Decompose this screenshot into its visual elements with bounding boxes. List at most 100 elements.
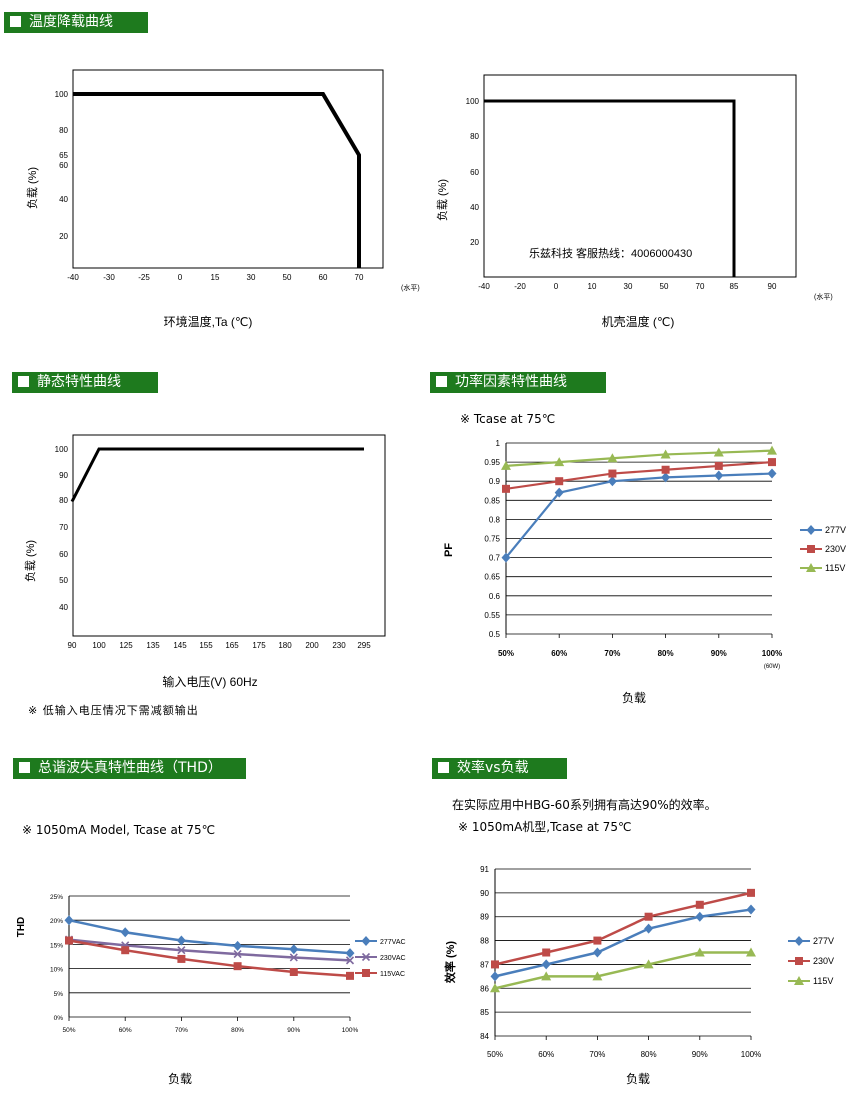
thd-data-point: [346, 971, 354, 980]
ambient-derating-y-tick-label: 80: [59, 126, 68, 135]
static-series-line: [70, 447, 364, 503]
power-factor-y-tick-label: 0.95: [484, 458, 500, 467]
thd-data-point: [289, 967, 298, 976]
static-y-tick-label: 40: [59, 603, 68, 612]
static-x-tick-label: 165: [225, 641, 239, 650]
efficiency-y-tick-label: 85: [480, 1008, 489, 1017]
efficiency-data-point: [541, 959, 551, 970]
efficiency-series-line-115V: [494, 951, 751, 990]
ambient-derating-series-line: [73, 92, 361, 268]
static-y-tick-label: 100: [55, 445, 69, 454]
power-factor-data-point: [713, 447, 724, 457]
thd-series-line-277VAC: [68, 918, 351, 955]
pf-condition-note: ※ Tcase at 75℃: [460, 412, 556, 426]
case-derating-y-tick-label: 60: [470, 168, 479, 177]
power-factor-data-point: [501, 552, 511, 563]
thd-legend-label: 115VAC: [380, 971, 405, 978]
efficiency-data-point: [695, 900, 704, 909]
efficiency-y-axis-label: 效率 (%): [443, 941, 457, 983]
efficiency-series-line-230V: [494, 891, 752, 966]
efficiency-data-point: [592, 971, 603, 981]
power-factor-data-point: [714, 470, 724, 481]
static-x-tick-label: 200: [305, 641, 319, 650]
case-derating-y-axis-label: 负载 (%): [435, 179, 449, 221]
power-factor-legend-marker: [807, 545, 815, 553]
efficiency-y-tick-label: 87: [480, 960, 489, 969]
thd-data-point: [177, 946, 186, 955]
power-factor-data-point: [607, 476, 617, 487]
ambient-derating-x-tick-label: 50: [283, 273, 292, 282]
efficiency-data-point: [490, 971, 500, 982]
case-derating-chart: 100 80 60 40 20 -40 -20 0 10 30 50 70 85 90 (水平) 机壳温度 (…: [435, 74, 833, 329]
case-derating-x-tick-label: 70: [696, 282, 705, 291]
efficiency-data-point: [746, 947, 756, 957]
thd-condition-note: ※ 1050mA Model, Tcase at 75℃: [22, 823, 216, 837]
efficiency-y-tick-label: 88: [480, 937, 489, 946]
power-factor-data-point: [555, 477, 564, 486]
efficiency-legend-label: 230V: [813, 956, 834, 966]
section-header-static: 静态特性曲线: [12, 372, 158, 393]
efficiency-x-tick-label: 60%: [538, 1050, 554, 1059]
static-x-tick-label: 230: [332, 641, 346, 650]
thd-data-point: [64, 915, 74, 926]
power-factor-y-tick-label: 0.6: [489, 592, 501, 601]
power-factor-data-point: [767, 468, 777, 479]
power-factor-y-tick-label: 1: [496, 439, 501, 448]
power-factor-chart: 1 0.95 0.9 0.85 0.8 0.75 0.7 0.65 0.6 0.55 0.5 50% 6…: [443, 439, 846, 705]
thd-data-point: [233, 940, 243, 951]
power-factor-legend-marker: [806, 525, 816, 535]
thd-x-tick-label: 80%: [231, 1027, 244, 1034]
efficiency-legend-marker: [795, 957, 803, 965]
ambient-derating-x-axis-label: 环境温度,Ta (℃): [164, 314, 253, 329]
power-factor-data-point: [767, 445, 777, 455]
square-bullet-icon: [436, 376, 447, 387]
power-factor-x-tick-label: 50%: [498, 649, 514, 658]
static-note: ※ 低输入电压情况下需减额输出: [28, 704, 199, 717]
efficiency-data-point: [694, 947, 705, 957]
square-bullet-icon: [18, 376, 29, 387]
case-derating-x-tick-label: 10: [588, 282, 597, 291]
thd-y-axis-label: THD: [16, 917, 27, 938]
static-x-tick-label: 180: [278, 641, 292, 650]
efficiency-data-point: [592, 947, 602, 958]
section-header-derating: 温度降载曲线: [4, 12, 148, 33]
thd-data-point: [233, 950, 242, 959]
thd-y-tick-label: 10%: [50, 967, 63, 974]
ambient-derating-x-tick-label: -25: [138, 273, 150, 282]
power-factor-legend-marker: [806, 563, 816, 572]
power-factor-x-tick-label: 90%: [711, 649, 727, 658]
case-derating-plot-frame: [483, 74, 797, 278]
static-y-tick-label: 50: [59, 576, 68, 585]
efficiency-x-tick-label: 70%: [589, 1050, 605, 1059]
static-y-tick-label: 60: [59, 550, 68, 559]
thd-data-point: [65, 936, 73, 945]
power-factor-y-axis-label: PF: [443, 543, 455, 557]
static-chart: 100 90 80 70 60 50 40 90 100 125 135 145 155 165 175 18…: [23, 434, 386, 689]
efficiency-x-tick-label: 50%: [487, 1050, 503, 1059]
power-factor-x-tick-label: 100%: [762, 649, 782, 658]
static-x-tick-label: 125: [119, 641, 133, 650]
thd-y-tick-label: 25%: [50, 894, 63, 901]
thd-data-point: [176, 935, 186, 946]
eff-condition-note: ※ 1050mA机型,Tcase at 75℃: [458, 820, 632, 834]
thd-legend-label: 230VAC: [380, 955, 406, 962]
efficiency-chart: 91 90 89 88 87 86 85 84 50% 60% 70% 80% 90% 100% 277V 2…: [443, 865, 834, 1086]
case-derating-x-tick-label: -40: [478, 282, 490, 291]
case-derating-x-axis-label: 机壳温度 (℃): [602, 314, 675, 329]
thd-data-point: [345, 948, 355, 959]
efficiency-y-tick-label: 84: [480, 1032, 489, 1041]
efficiency-y-tick-label: 86: [480, 984, 489, 993]
efficiency-y-tick-label: 91: [480, 865, 489, 874]
case-derating-x-unit: (水平): [814, 292, 833, 301]
power-factor-data-point: [660, 449, 671, 459]
power-factor-data-point: [607, 453, 618, 463]
power-factor-legend-label: 230V: [825, 544, 846, 554]
ambient-derating-x-tick-label: 60: [319, 273, 328, 282]
section-header-eff: 效率vs负载: [432, 758, 567, 779]
thd-y-tick-label: 15%: [50, 942, 63, 949]
efficiency-data-point: [747, 888, 755, 897]
thd-x-tick-label: 100%: [342, 1027, 359, 1034]
ambient-derating-x-tick-label: 30: [247, 273, 256, 282]
efficiency-data-point: [644, 923, 654, 934]
